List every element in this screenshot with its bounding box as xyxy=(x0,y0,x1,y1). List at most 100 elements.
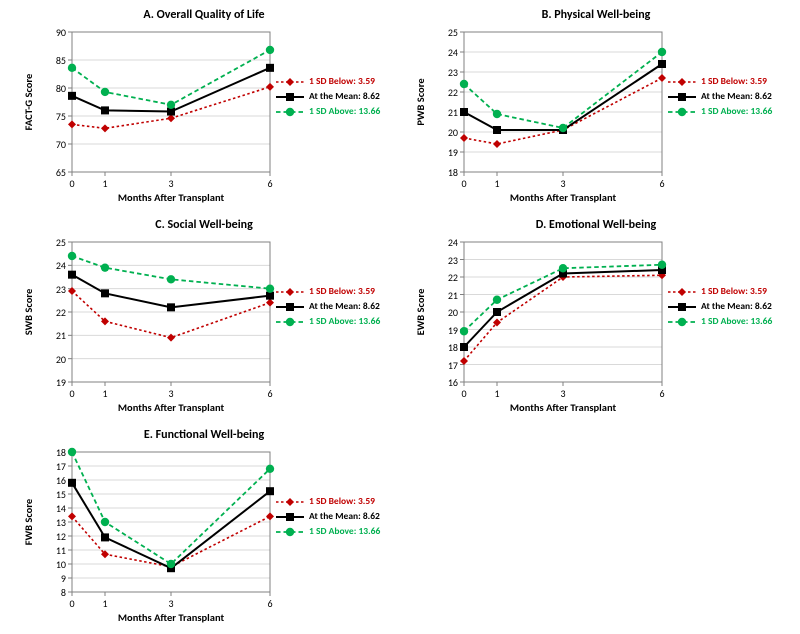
legend-item-below: 1 SD Below: 3.59 xyxy=(668,284,772,299)
legend-swatch-above xyxy=(668,317,696,327)
xtick-label: 3 xyxy=(555,177,571,190)
legend-swatch-below xyxy=(276,287,304,297)
ytick-label: 17 xyxy=(428,359,458,372)
legend-item-above: 1 SD Above: 13.66 xyxy=(276,314,380,329)
ytick-label: 10 xyxy=(36,558,66,571)
ytick-label: 65 xyxy=(36,166,66,179)
xtick-label: 0 xyxy=(64,597,80,610)
ytick-label: 75 xyxy=(36,110,66,123)
legend-swatch-below xyxy=(668,77,696,87)
ytick-label: 17 xyxy=(36,460,66,473)
legend-label-below: 1 SD Below: 3.59 xyxy=(701,284,767,299)
ytick-label: 23 xyxy=(428,254,458,267)
ytick-label: 24 xyxy=(428,236,458,249)
xtick-label: 0 xyxy=(456,387,472,400)
ytick-label: 16 xyxy=(36,474,66,487)
ytick-label: 20 xyxy=(428,126,458,139)
series-line-below xyxy=(464,275,662,361)
legend-label-above: 1 SD Above: 13.66 xyxy=(309,314,380,329)
plot-C: 19202122232425 0136 xyxy=(72,242,270,382)
xtick-label: 6 xyxy=(262,177,278,190)
xtick-label: 0 xyxy=(64,177,80,190)
ytick-label: 21 xyxy=(36,329,66,342)
panel-A: A. Overall Quality of Life FACT-G Score … xyxy=(18,8,390,204)
xtick-label: 1 xyxy=(97,597,113,610)
legend-item-above: 1 SD Above: 13.66 xyxy=(276,104,380,119)
panel-title-E: E. Functional Well-being xyxy=(18,428,390,442)
ytick-label: 80 xyxy=(36,82,66,95)
xtick-label: 6 xyxy=(262,387,278,400)
plot-A: 657075808590 0136 xyxy=(72,32,270,172)
panel-B: B. Physical Well-being PWB Score 1819202… xyxy=(410,8,782,204)
legend-item-mean: At the Mean: 8.62 xyxy=(668,299,772,314)
ytick-label: 9 xyxy=(36,572,66,585)
ytick-label: 11 xyxy=(36,544,66,557)
ytick-label: 21 xyxy=(428,106,458,119)
ytick-label: 19 xyxy=(428,146,458,159)
ytick-label: 18 xyxy=(428,166,458,179)
ylabel-C: SWB Score xyxy=(22,289,35,336)
legend-swatch-above xyxy=(668,107,696,117)
ytick-label: 23 xyxy=(428,66,458,79)
xtick-label: 3 xyxy=(163,177,179,190)
xtick-label: 6 xyxy=(654,177,670,190)
ytick-label: 70 xyxy=(36,138,66,151)
ylabel-B: PWB Score xyxy=(414,78,427,125)
legend-item-below: 1 SD Below: 3.59 xyxy=(276,494,380,509)
legend: 1 SD Below: 3.59 At the Mean: 8.62 1 SD … xyxy=(668,74,772,120)
legend: 1 SD Below: 3.59 At the Mean: 8.62 1 SD … xyxy=(668,284,772,330)
xtick-label: 3 xyxy=(163,387,179,400)
ytick-label: 21 xyxy=(428,289,458,302)
legend-item-mean: At the Mean: 8.62 xyxy=(276,89,380,104)
ytick-label: 12 xyxy=(36,530,66,543)
legend-item-mean: At the Mean: 8.62 xyxy=(276,299,380,314)
ytick-label: 16 xyxy=(428,376,458,389)
ytick-label: 25 xyxy=(428,26,458,39)
legend-swatch-above xyxy=(276,317,304,327)
panel-title-B: B. Physical Well-being xyxy=(410,8,782,22)
legend-item-below: 1 SD Below: 3.59 xyxy=(276,284,380,299)
legend: 1 SD Below: 3.59 At the Mean: 8.62 1 SD … xyxy=(276,284,380,330)
series-line-above xyxy=(72,50,270,105)
panel-E: E. Functional Well-being FWB Score 89101… xyxy=(18,428,390,624)
legend: 1 SD Below: 3.59 At the Mean: 8.62 1 SD … xyxy=(276,494,380,540)
legend-swatch-below xyxy=(668,287,696,297)
panel-title-C: C. Social Well-being xyxy=(18,218,390,232)
legend-item-above: 1 SD Above: 13.66 xyxy=(276,524,380,539)
series-line-mean xyxy=(72,483,270,568)
series-line-above xyxy=(464,52,662,128)
ytick-label: 24 xyxy=(428,46,458,59)
legend-label-mean: At the Mean: 8.62 xyxy=(701,299,772,314)
xtick-label: 1 xyxy=(97,387,113,400)
xtick-label: 1 xyxy=(97,177,113,190)
legend-swatch-below xyxy=(276,77,304,87)
panel-D: D. Emotional Well-being EWB Score 161718… xyxy=(410,218,782,414)
ytick-label: 19 xyxy=(428,324,458,337)
ytick-label: 22 xyxy=(428,86,458,99)
plot-E: 89101112131415161718 0136 xyxy=(72,452,270,592)
plot-B: 1819202122232425 0136 xyxy=(464,32,662,172)
panel-C: C. Social Well-being SWB Score 192021222… xyxy=(18,218,390,414)
ylabel-A: FACT-G Score xyxy=(22,74,35,131)
legend-item-above: 1 SD Above: 13.66 xyxy=(668,104,772,119)
xlabel-A: Months After Transplant xyxy=(72,191,270,204)
ytick-label: 15 xyxy=(36,488,66,501)
ytick-label: 90 xyxy=(36,26,66,39)
xlabel-D: Months After Transplant xyxy=(464,401,662,414)
legend-swatch-mean xyxy=(276,302,304,312)
legend: 1 SD Below: 3.59 At the Mean: 8.62 1 SD … xyxy=(276,74,380,120)
ytick-label: 18 xyxy=(428,341,458,354)
xtick-label: 6 xyxy=(262,597,278,610)
ytick-label: 8 xyxy=(36,586,66,599)
legend-label-above: 1 SD Above: 13.66 xyxy=(701,104,772,119)
legend-swatch-mean xyxy=(668,302,696,312)
ytick-label: 13 xyxy=(36,516,66,529)
legend-label-above: 1 SD Above: 13.66 xyxy=(309,104,380,119)
ytick-label: 23 xyxy=(36,283,66,296)
legend-label-mean: At the Mean: 8.62 xyxy=(701,89,772,104)
legend-swatch-below xyxy=(276,497,304,507)
legend-item-below: 1 SD Below: 3.59 xyxy=(276,74,380,89)
xtick-label: 0 xyxy=(64,387,80,400)
xlabel-C: Months After Transplant xyxy=(72,401,270,414)
legend-label-mean: At the Mean: 8.62 xyxy=(309,89,380,104)
